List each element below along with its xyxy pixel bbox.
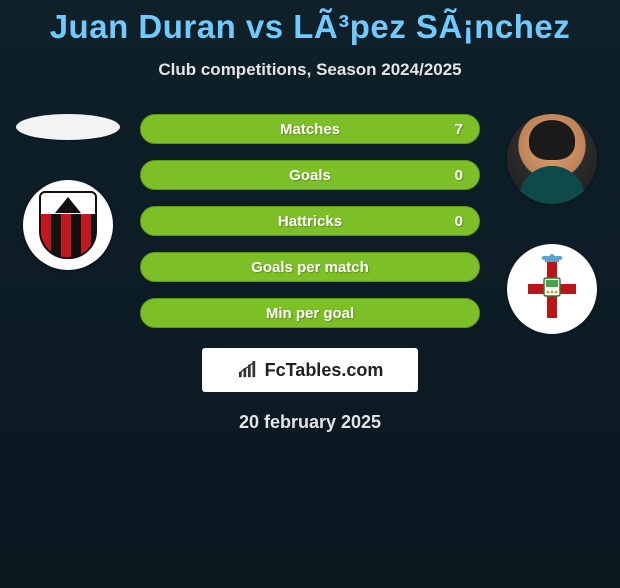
stat-value: 0 — [455, 167, 463, 184]
stat-bar-hattricks: Hattricks 0 — [140, 206, 480, 236]
stat-bar-goals-per-match: Goals per match — [140, 252, 480, 282]
player-left-placeholder — [16, 114, 120, 140]
stat-value: 0 — [455, 213, 463, 230]
stat-value: 7 — [455, 121, 463, 138]
stat-label: Min per goal — [266, 305, 354, 322]
stat-bar-goals: Goals 0 — [140, 160, 480, 190]
stat-bars: Matches 7 Goals 0 Hattricks 0 Goals per … — [140, 114, 480, 334]
mirandes-crest-icon — [39, 191, 97, 259]
stat-label: Goals — [289, 167, 331, 184]
celta-crest-icon — [522, 254, 582, 324]
stat-bar-min-per-goal: Min per goal — [140, 298, 480, 328]
stat-bar-matches: Matches 7 — [140, 114, 480, 144]
club-right-badge — [507, 244, 597, 334]
stat-label: Goals per match — [251, 259, 369, 276]
brand-box: FcTables.com — [202, 348, 418, 392]
club-left-badge — [23, 180, 113, 270]
page-title: Juan Duran vs LÃ³pez SÃ¡nchez — [0, 8, 620, 46]
page-subtitle: Club competitions, Season 2024/2025 — [0, 60, 620, 80]
footer-date: 20 february 2025 — [0, 412, 620, 433]
stat-label: Hattricks — [278, 213, 342, 230]
brand-text: FcTables.com — [265, 360, 384, 381]
right-column — [492, 114, 612, 334]
player-right-avatar — [507, 114, 597, 204]
chart-icon — [237, 361, 259, 379]
left-column — [8, 114, 128, 270]
stat-label: Matches — [280, 121, 340, 138]
comparison-panel: Matches 7 Goals 0 Hattricks 0 Goals per … — [0, 114, 620, 334]
